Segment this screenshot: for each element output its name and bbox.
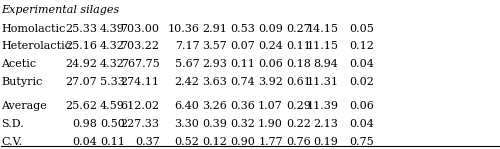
- Text: 11.15: 11.15: [306, 41, 338, 51]
- Text: 0.05: 0.05: [350, 24, 374, 34]
- Text: 0.98: 0.98: [72, 119, 97, 129]
- Text: Acetic: Acetic: [2, 59, 36, 69]
- Text: 24.92: 24.92: [65, 59, 97, 69]
- Text: 25.33: 25.33: [65, 24, 97, 34]
- Text: 25.62: 25.62: [65, 101, 97, 111]
- Text: 2.91: 2.91: [202, 24, 227, 34]
- Text: 0.75: 0.75: [350, 137, 374, 147]
- Text: 1.90: 1.90: [258, 119, 283, 129]
- Text: 0.74: 0.74: [230, 77, 255, 87]
- Text: 2.93: 2.93: [202, 59, 227, 69]
- Text: 1.07: 1.07: [258, 101, 283, 111]
- Text: 0.02: 0.02: [350, 77, 374, 87]
- Text: 0.09: 0.09: [258, 24, 283, 34]
- Text: 14.15: 14.15: [306, 24, 338, 34]
- Text: Heterolactic: Heterolactic: [2, 41, 71, 51]
- Text: 6.40: 6.40: [174, 101, 200, 111]
- Text: 0.53: 0.53: [230, 24, 255, 34]
- Text: 11.39: 11.39: [306, 101, 338, 111]
- Text: 703.00: 703.00: [120, 24, 160, 34]
- Text: 7.17: 7.17: [174, 41, 200, 51]
- Text: 703.22: 703.22: [120, 41, 160, 51]
- Text: 1.77: 1.77: [258, 137, 283, 147]
- Text: 612.02: 612.02: [120, 101, 160, 111]
- Text: 4.32: 4.32: [100, 59, 124, 69]
- Text: 0.36: 0.36: [230, 101, 255, 111]
- Text: 0.11: 0.11: [286, 41, 310, 51]
- Text: 0.19: 0.19: [314, 137, 338, 147]
- Text: 3.26: 3.26: [202, 101, 227, 111]
- Text: 0.90: 0.90: [230, 137, 255, 147]
- Text: 0.04: 0.04: [72, 137, 97, 147]
- Text: 8.94: 8.94: [314, 59, 338, 69]
- Text: 0.18: 0.18: [286, 59, 310, 69]
- Text: 3.30: 3.30: [174, 119, 200, 129]
- Text: C.V.: C.V.: [2, 137, 22, 147]
- Text: 0.04: 0.04: [350, 119, 374, 129]
- Text: 11.31: 11.31: [306, 77, 338, 87]
- Text: Experimental silages: Experimental silages: [2, 5, 120, 15]
- Text: 0.04: 0.04: [350, 59, 374, 69]
- Text: 0.29: 0.29: [286, 101, 310, 111]
- Text: 0.22: 0.22: [286, 119, 310, 129]
- Text: 0.27: 0.27: [286, 24, 310, 34]
- Text: 4.32: 4.32: [100, 41, 124, 51]
- Text: 4.59: 4.59: [100, 101, 124, 111]
- Text: S.D.: S.D.: [2, 119, 24, 129]
- Text: 10.36: 10.36: [168, 24, 200, 34]
- Text: 767.75: 767.75: [121, 59, 160, 69]
- Text: 0.76: 0.76: [286, 137, 310, 147]
- Text: 0.37: 0.37: [135, 137, 160, 147]
- Text: Butyric: Butyric: [2, 77, 43, 87]
- Text: 2.42: 2.42: [174, 77, 200, 87]
- Text: 0.11: 0.11: [100, 137, 124, 147]
- Text: 0.32: 0.32: [230, 119, 255, 129]
- Text: 0.61: 0.61: [286, 77, 310, 87]
- Text: Average: Average: [2, 101, 47, 111]
- Text: 2.13: 2.13: [314, 119, 338, 129]
- Text: 0.11: 0.11: [230, 59, 255, 69]
- Text: 274.11: 274.11: [120, 77, 160, 87]
- Text: 5.33: 5.33: [100, 77, 124, 87]
- Text: 0.52: 0.52: [174, 137, 200, 147]
- Text: 3.57: 3.57: [202, 41, 227, 51]
- Text: 0.12: 0.12: [202, 137, 227, 147]
- Text: 0.12: 0.12: [350, 41, 374, 51]
- Text: 0.39: 0.39: [202, 119, 227, 129]
- Text: 0.06: 0.06: [350, 101, 374, 111]
- Text: 227.33: 227.33: [120, 119, 160, 129]
- Text: 27.07: 27.07: [65, 77, 97, 87]
- Text: 0.50: 0.50: [100, 119, 124, 129]
- Text: 4.39: 4.39: [100, 24, 124, 34]
- Text: 0.24: 0.24: [258, 41, 283, 51]
- Text: 3.63: 3.63: [202, 77, 227, 87]
- Text: 5.67: 5.67: [174, 59, 200, 69]
- Text: 0.07: 0.07: [230, 41, 255, 51]
- Text: Homolactic: Homolactic: [2, 24, 66, 34]
- Text: 0.06: 0.06: [258, 59, 283, 69]
- Text: 3.92: 3.92: [258, 77, 283, 87]
- Text: 25.16: 25.16: [65, 41, 97, 51]
